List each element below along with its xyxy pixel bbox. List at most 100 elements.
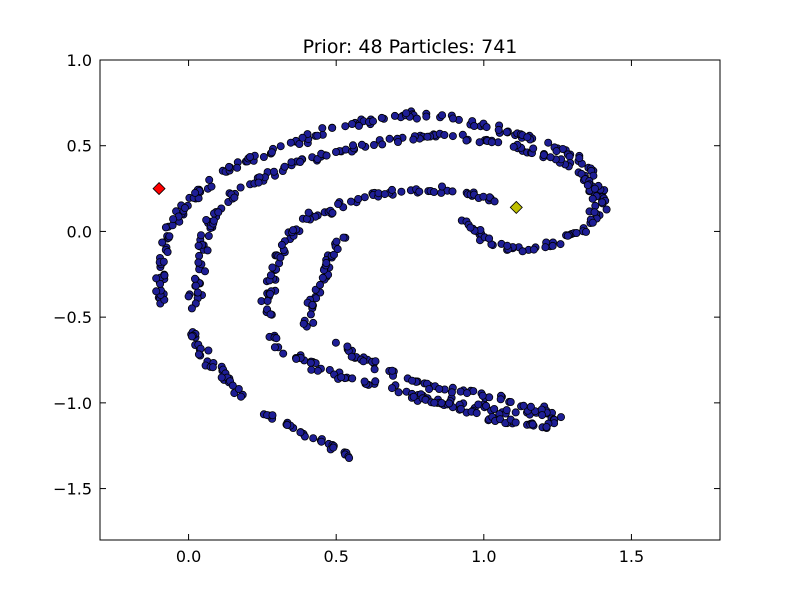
particle [415,187,424,196]
particle [339,233,348,242]
particle [539,150,548,159]
particle [437,182,446,191]
particle [348,374,357,383]
particle [292,354,301,363]
particle [202,215,211,224]
particle [204,346,213,355]
particle [526,402,535,411]
particle [272,334,281,343]
particle [184,292,193,301]
particle [191,188,200,197]
y-tick-label: −1.0 [53,394,92,413]
particle [529,144,538,153]
particle [224,162,233,171]
particle [187,332,196,341]
particle [589,171,598,180]
particle [334,199,343,208]
particle [296,428,305,437]
particle [422,112,431,121]
x-tick-label: 1.0 [471,547,496,566]
special-markers-layer [152,182,523,214]
particle [485,393,494,402]
particle [309,434,318,443]
particle [309,318,318,327]
particle [583,181,592,190]
particle [377,113,386,122]
particle [295,139,304,148]
y-tick-label: −1.5 [53,480,92,499]
particle [556,240,565,249]
particle [423,132,432,141]
particle [328,208,337,217]
y-tick-label: −0.5 [53,308,92,327]
particle [482,401,491,410]
particle [472,409,481,418]
particle [254,178,263,187]
chart-title: Prior: 48 Particles: 741 [303,36,518,58]
particle [511,408,520,417]
particle [194,241,203,250]
particle [378,140,387,149]
particle [394,388,403,397]
particle [317,437,326,446]
particle [456,404,465,413]
particle [180,203,189,212]
particle [519,401,528,410]
particle [563,231,572,240]
particle [544,138,553,147]
particle [496,395,505,404]
particle [458,130,467,139]
particle [259,152,268,161]
particle [490,197,499,206]
yellow-diamond-marker [509,200,523,214]
particle [245,152,254,161]
particle [390,111,399,120]
y-tick-label: 1.0 [67,51,92,70]
particle [440,130,449,139]
particle [528,420,537,429]
particle [529,245,538,254]
particle [369,140,378,149]
particle [425,385,434,394]
particle [588,194,597,203]
particle [228,381,237,390]
particle [368,117,377,126]
x-tick-label: 0.0 [176,547,201,566]
particle [552,147,561,156]
particle [360,377,369,386]
particle [409,135,418,144]
particle [456,387,465,396]
particle [287,158,296,167]
particle [193,288,202,297]
particle [276,253,285,262]
particle [445,399,454,408]
particle [462,389,471,398]
particle [266,271,275,280]
particle [429,187,438,196]
particle [518,247,527,256]
particle [169,215,178,224]
particle [306,310,315,319]
particle [412,114,421,123]
particle [194,258,203,267]
particle [236,183,245,192]
red-diamond-marker [152,182,166,196]
particle [479,192,488,201]
particle [329,443,338,452]
particle [234,384,243,393]
particle [387,185,396,194]
particle [190,274,199,283]
y-axis-ticks: 1.0 0.5 0.0 −0.5 −1.0 −1.5 [53,51,720,499]
particle [269,167,278,176]
particle [304,208,313,217]
particle [437,398,446,407]
particle [306,358,315,367]
particle [582,227,591,236]
particle [447,388,456,397]
particle [485,234,494,243]
particle [328,123,337,132]
particle [315,280,324,289]
particle [331,338,340,347]
